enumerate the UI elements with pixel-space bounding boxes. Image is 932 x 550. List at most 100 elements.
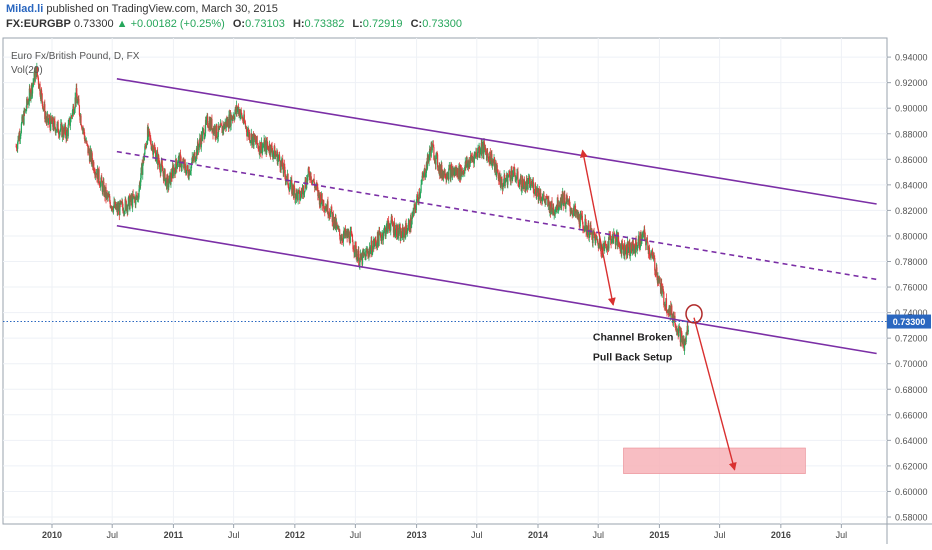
candle-body xyxy=(239,109,241,118)
candle-body xyxy=(72,106,75,115)
candle-body xyxy=(56,123,58,130)
candle-body xyxy=(41,93,43,102)
candle-body xyxy=(429,148,431,156)
candle-body xyxy=(170,172,172,185)
candle-body xyxy=(578,213,580,224)
candle-body xyxy=(569,200,571,206)
candle-body xyxy=(283,164,285,174)
candle-body xyxy=(359,259,361,266)
candle-body xyxy=(183,160,185,169)
candle-body xyxy=(207,126,209,128)
price-candles xyxy=(15,62,689,355)
candle-body xyxy=(644,229,646,233)
candle-body xyxy=(522,180,524,188)
y-tick-label: 0.78000 xyxy=(895,257,928,267)
candle-body xyxy=(500,177,502,188)
candle-body xyxy=(350,230,352,235)
candle-body xyxy=(509,175,511,181)
candle-body xyxy=(538,188,540,197)
target-zone xyxy=(623,447,806,474)
candle-body xyxy=(508,171,511,176)
candle-body xyxy=(629,242,631,257)
candle-body xyxy=(175,158,177,174)
candle-body xyxy=(621,240,623,254)
candle-body xyxy=(53,119,55,130)
candle-body xyxy=(553,207,555,215)
candle-body xyxy=(421,175,423,182)
candle-body xyxy=(563,203,565,206)
candle-body xyxy=(510,169,513,172)
candle-body xyxy=(69,122,71,126)
candle-body xyxy=(164,169,166,185)
candle-body xyxy=(380,233,382,238)
pull-back-label: Pull Back Setup xyxy=(593,352,672,364)
candle-body xyxy=(313,178,315,184)
candle-body xyxy=(25,109,27,111)
candle-body xyxy=(127,205,129,212)
candle-body xyxy=(230,115,232,126)
candle-body xyxy=(517,171,519,183)
candle-body xyxy=(646,237,648,243)
candle-body xyxy=(50,116,52,131)
candle-body xyxy=(674,315,676,326)
y-tick-label: 0.58000 xyxy=(895,513,928,523)
candle-body xyxy=(323,208,325,210)
candle-body xyxy=(144,146,146,154)
candle-body xyxy=(269,144,271,154)
candle-body xyxy=(685,332,687,343)
candle-body xyxy=(514,168,516,176)
candle-body xyxy=(20,132,22,136)
candle-body xyxy=(165,179,167,185)
candle-body xyxy=(39,83,41,95)
candle-body xyxy=(475,152,478,156)
candle-body xyxy=(28,88,30,102)
candle-body xyxy=(449,166,451,168)
candle-body xyxy=(424,175,426,178)
candle-body xyxy=(361,251,364,265)
y-tick-label: 0.64000 xyxy=(895,436,928,446)
candle-body xyxy=(145,143,148,148)
candle-body xyxy=(105,187,107,199)
candle-body xyxy=(191,156,193,163)
candle-body xyxy=(640,233,642,244)
symbol-name[interactable]: FX:EURGBP xyxy=(6,18,71,30)
y-tick-label: 0.62000 xyxy=(895,461,928,471)
candle-body xyxy=(71,109,74,117)
candle-body xyxy=(332,213,334,227)
candle-body xyxy=(307,168,309,175)
candle-body xyxy=(284,174,286,181)
candle-body xyxy=(483,142,485,155)
candle-body xyxy=(427,154,429,160)
candle-body xyxy=(167,176,169,179)
author-link[interactable]: Milad.li xyxy=(6,3,44,15)
candle-body xyxy=(179,154,181,168)
candle-body xyxy=(181,167,183,169)
candle-body xyxy=(53,119,55,121)
candle-body xyxy=(575,211,577,214)
candle-body xyxy=(333,225,335,227)
candle-body xyxy=(353,252,356,254)
candle-body xyxy=(181,162,183,168)
candle-body xyxy=(503,182,505,186)
candle-body xyxy=(270,144,272,156)
candle-body xyxy=(88,147,90,153)
candle-body xyxy=(24,109,26,113)
candle-body xyxy=(643,229,645,237)
candle-body xyxy=(140,178,142,187)
candle-body xyxy=(420,184,422,192)
candle-body xyxy=(266,140,268,147)
candle-body xyxy=(28,101,30,104)
candle-body xyxy=(175,158,177,165)
candle-body xyxy=(540,193,542,201)
candle-body xyxy=(355,245,357,257)
y-tick-label: 0.94000 xyxy=(895,53,928,63)
candle-body xyxy=(69,118,71,126)
candle-body xyxy=(464,166,466,174)
candle-body xyxy=(295,189,298,199)
y-tick-label: 0.68000 xyxy=(895,385,928,395)
candle-body xyxy=(652,251,654,256)
candle-body xyxy=(93,162,95,172)
publish-info: published on TradingView.com, March 30, … xyxy=(46,3,278,15)
candle-body xyxy=(491,160,494,166)
